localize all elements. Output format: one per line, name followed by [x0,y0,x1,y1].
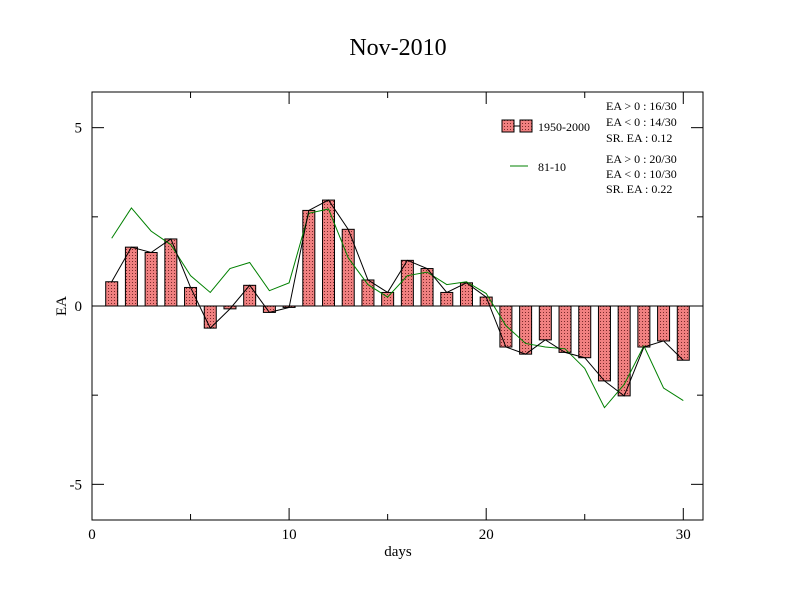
x-tick-label: 0 [88,527,96,543]
series-line-1950-2000 [111,199,684,397]
stats-81-10-sr: SR. EA : 0.22 [606,182,672,196]
bar [499,305,513,348]
axis-tick-labels: 0 10 20 30 5 0 -5 [70,121,691,543]
legend-bar-swatch-left [501,119,515,133]
bar [203,305,217,329]
stats-1950-2000-pos: EA > 0 : 16/30 [606,99,677,113]
bars-1950-2000 [105,199,690,397]
bar [676,305,690,361]
bar [322,199,336,307]
bar [519,305,533,355]
y-axis-label: EA [54,296,70,316]
bar [124,246,138,307]
legend-label-1950-2000: 1950-2000 [538,120,590,134]
bar [617,305,631,397]
stats-1950-2000-neg: EA < 0 : 14/30 [606,115,677,129]
bar [538,305,552,341]
stats-1950-2000-sr: SR. EA : 0.12 [606,131,672,145]
legend-bar-swatch-right [519,119,533,133]
bar [144,252,158,307]
y-tick-label: -5 [70,477,83,493]
bar [302,209,316,307]
series-line-81-10 [111,207,684,409]
bar [440,291,454,307]
legend: 1950-2000 EA > 0 : 16/30 EA < 0 : 14/30 … [501,99,677,196]
bar [637,305,651,348]
bar [578,305,592,359]
axis-ticks [91,92,703,520]
x-axis-label: days [384,544,412,560]
x-tick-label: 20 [479,527,494,543]
bar [657,305,671,342]
bar [597,305,611,382]
legend-label-81-10: 81-10 [538,160,566,174]
x-tick-label: 30 [676,527,691,543]
bar [105,281,119,307]
y-tick-label: 5 [75,121,83,137]
y-tick-label: 0 [75,299,83,315]
bar [558,305,572,353]
bar [243,284,257,307]
x-tick-label: 10 [282,527,297,543]
stats-81-10-pos: EA > 0 : 20/30 [606,152,677,166]
stats-81-10-neg: EA < 0 : 10/30 [606,167,677,181]
chart-title: Nov-2010 [349,35,446,61]
